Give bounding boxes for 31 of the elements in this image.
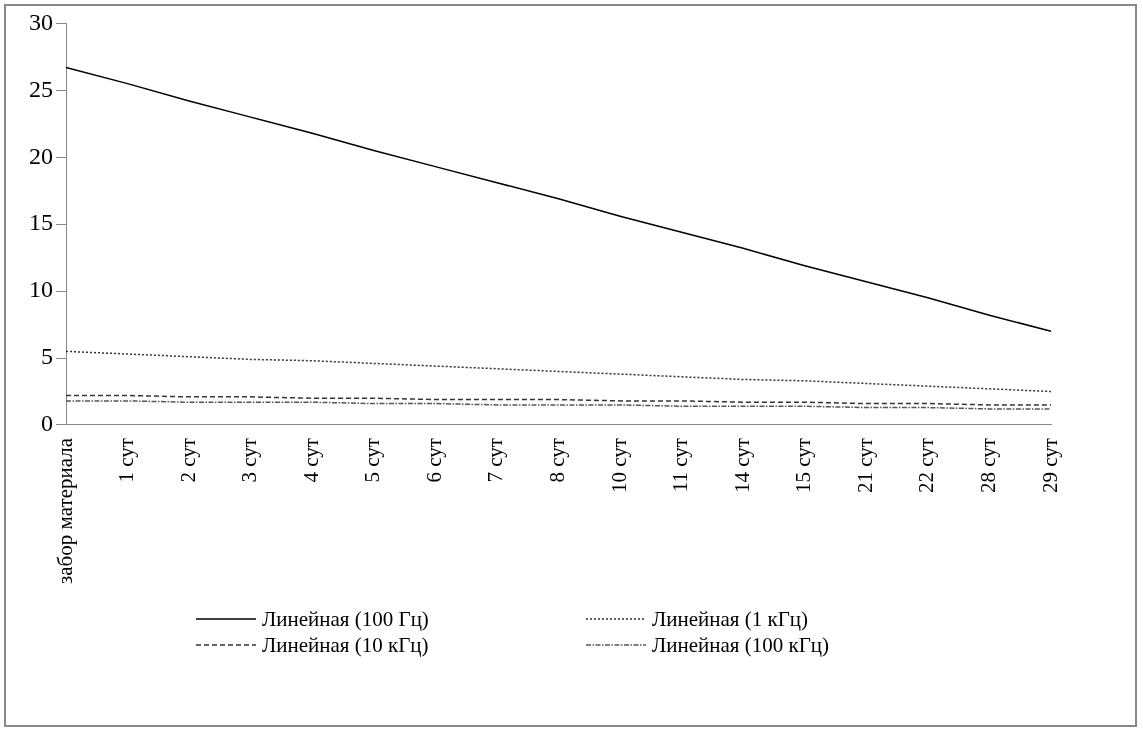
legend-label: Линейная (100 кГц) [652,632,830,658]
legend-label: Линейная (100 Гц) [262,606,429,632]
x-tick-label: 14 сут [729,437,754,493]
y-tick-label: 25 [29,75,53,102]
line-series [65,394,1052,406]
x-tick-label: забор материала [52,437,77,584]
y-tick-label: 5 [41,343,53,370]
y-tick-label: 15 [29,209,53,236]
x-tick-label: 21 сут [852,437,877,493]
y-tick-label: 30 [29,8,53,35]
x-tick-label: 11 сут [668,437,693,493]
x-tick-label: 6 сут [421,437,446,483]
x-tick-label: 29 сут [1037,437,1062,493]
x-tick-label: 22 сут [914,437,939,493]
x-tick-label: 7 сут [483,437,508,483]
legend-label: Линейная (1 кГц) [652,606,809,632]
line-series [65,350,1052,393]
x-tick-label: 28 сут [975,437,1000,493]
x-tick-label: 10 сут [606,437,631,493]
line-series [65,400,1052,410]
x-tick-label: 15 сут [791,437,816,493]
y-tick-label: 20 [29,142,53,169]
x-tick-label: 8 сут [545,437,570,483]
x-tick-label: 1 сут [114,437,139,483]
x-tick-label: 5 сут [360,437,385,483]
x-tick-label: 4 сут [298,437,323,483]
legend-label: Линейная (10 кГц) [262,632,429,658]
x-tick-label: 3 сут [237,437,262,483]
y-tick-label: 0 [41,410,53,437]
x-tick-label: 2 сут [175,437,200,483]
y-tick-label: 10 [29,276,53,303]
